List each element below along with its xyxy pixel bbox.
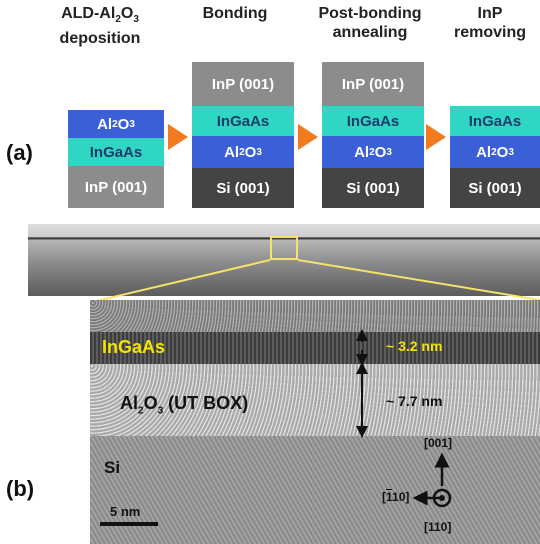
- axis-left-label: [110]: [382, 490, 410, 504]
- layer-inp: InP (001): [322, 62, 424, 106]
- layer-ingaas: InGaAs: [322, 106, 424, 136]
- layer-si: Si (001): [322, 168, 424, 208]
- scale-bar: [100, 522, 158, 526]
- scale-bar-label: 5 nm: [110, 504, 141, 519]
- box-label: Al2O3 (UT BOX): [120, 393, 249, 417]
- layer-si: Si (001): [450, 168, 540, 208]
- process-arrow-icon: [426, 124, 446, 150]
- layer-ingaas: InGaAs: [68, 138, 164, 166]
- layer-al2o3: Al 2 O 3: [450, 136, 540, 168]
- tem-region-box: [90, 364, 540, 436]
- layer-ingaas: InGaAs: [450, 106, 540, 136]
- layer-al2o3: Al 2 O 3: [68, 110, 164, 138]
- step-title-ald: ALD-Al2O3 deposition: [59, 5, 141, 48]
- panel-b-label: (b): [6, 476, 35, 501]
- axis-up-label: [001]: [424, 436, 453, 450]
- layer-ingaas: InGaAs: [192, 106, 294, 136]
- si-label: Si: [104, 458, 121, 477]
- layer-inp: InP (001): [192, 62, 294, 106]
- process-arrow-icon: [298, 124, 318, 150]
- layer-al2o3: Al 2 O 3: [192, 136, 294, 168]
- layer-inp: InP (001): [68, 166, 164, 208]
- axis-out-label: [110]: [424, 520, 452, 534]
- panel-a-label: (a): [6, 140, 33, 165]
- tem-region-si: [90, 436, 540, 544]
- tem-region-ingaas: [90, 332, 540, 364]
- layer-si: Si (001): [192, 168, 294, 208]
- layer-al2o3: Al 2 O 3: [322, 136, 424, 168]
- ingaas-label: InGaAs: [102, 337, 166, 357]
- tem-region-top: [90, 300, 540, 332]
- step-title-removing: InP removing: [453, 5, 526, 41]
- box-thickness: ~ 7.7 nm: [386, 393, 443, 409]
- ingaas-thickness: ~ 3.2 nm: [386, 338, 443, 354]
- tem-hr-image: [90, 300, 540, 544]
- process-arrow-icon: [168, 124, 188, 150]
- step-title-bonding: Bonding: [202, 5, 268, 22]
- zoom-box: [270, 236, 298, 260]
- step-title-annealing: Post-bonding annealing: [318, 5, 422, 41]
